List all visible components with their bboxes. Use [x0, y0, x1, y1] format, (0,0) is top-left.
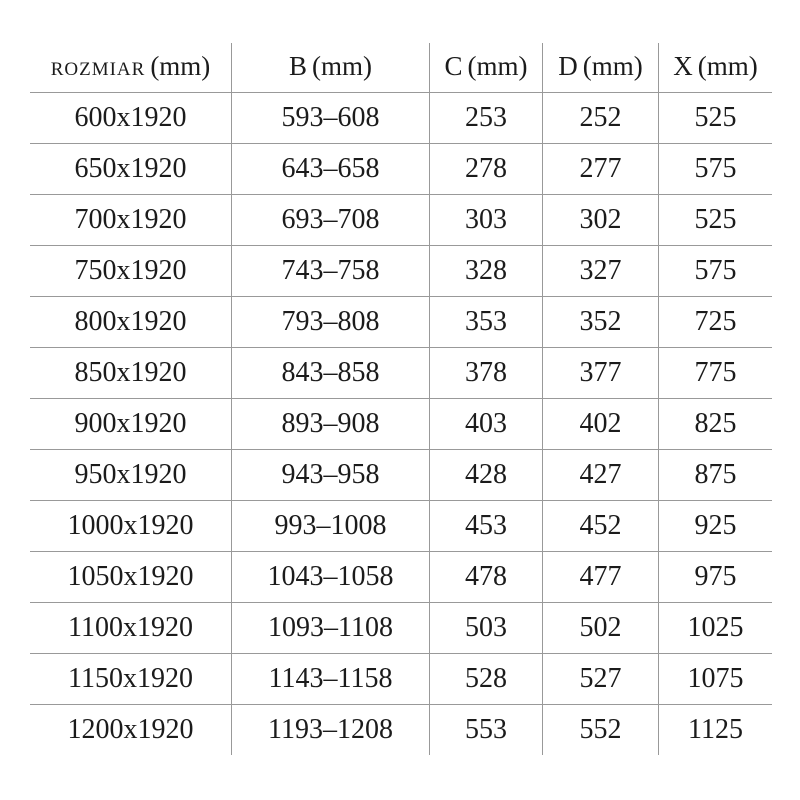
- table-cell: 403: [430, 398, 543, 449]
- table-cell: 552: [543, 704, 659, 755]
- table-cell: 327: [543, 245, 659, 296]
- table-cell: 750x1920: [30, 245, 232, 296]
- table-cell: 1025: [659, 602, 772, 653]
- table-cell: 593–608: [232, 92, 430, 143]
- table-cell: 328: [430, 245, 543, 296]
- column-name: X: [673, 51, 693, 81]
- table-cell: 428: [430, 449, 543, 500]
- table-cell: 993–1008: [232, 500, 430, 551]
- table-cell: 793–808: [232, 296, 430, 347]
- table-cell: 925: [659, 500, 772, 551]
- table-cell: 477: [543, 551, 659, 602]
- table-cell: 843–858: [232, 347, 430, 398]
- table-cell: 525: [659, 194, 772, 245]
- table-cell: 950x1920: [30, 449, 232, 500]
- table-cell: 253: [430, 92, 543, 143]
- column-header-x: X (mm): [659, 43, 772, 92]
- table-cell: 725: [659, 296, 772, 347]
- column-name: ROZMIAR: [50, 59, 146, 80]
- column-unit: (mm): [467, 51, 528, 81]
- table-cell: 502: [543, 602, 659, 653]
- table-cell: 1043–1058: [232, 551, 430, 602]
- table-cell: 278: [430, 143, 543, 194]
- table-cell: 875: [659, 449, 772, 500]
- table-cell: 378: [430, 347, 543, 398]
- table-cell: 352: [543, 296, 659, 347]
- table-cell: 775: [659, 347, 772, 398]
- table-cell: 1050x1920: [30, 551, 232, 602]
- table-cell: 693–708: [232, 194, 430, 245]
- table-cell: 277: [543, 143, 659, 194]
- table-cell: 1200x1920: [30, 704, 232, 755]
- table-cell: 943–958: [232, 449, 430, 500]
- table-cell: 303: [430, 194, 543, 245]
- table-cell: 453: [430, 500, 543, 551]
- table-cell: 850x1920: [30, 347, 232, 398]
- table-cell: 302: [543, 194, 659, 245]
- table-cell: 825: [659, 398, 772, 449]
- table-cell: 528: [430, 653, 543, 704]
- table-cell: 525: [659, 92, 772, 143]
- column-unit: (mm): [697, 51, 758, 81]
- table-cell: 1100x1920: [30, 602, 232, 653]
- size-table-wrap: ROZMIAR (mm) B (mm) C (mm) D (mm) X (mm) 600x…: [30, 43, 772, 755]
- size-table: ROZMIAR (mm) B (mm) C (mm) D (mm) X (mm) 600x…: [30, 43, 772, 755]
- column-name: B: [288, 51, 307, 81]
- table-cell: 252: [543, 92, 659, 143]
- table-cell: 527: [543, 653, 659, 704]
- table-cell: 800x1920: [30, 296, 232, 347]
- table-cell: 402: [543, 398, 659, 449]
- table-cell: 1193–1208: [232, 704, 430, 755]
- column-name: C: [444, 51, 463, 81]
- table-cell: 1143–1158: [232, 653, 430, 704]
- column-header-d: D (mm): [543, 43, 659, 92]
- column-name: D: [558, 51, 578, 81]
- table-cell: 1075: [659, 653, 772, 704]
- table-cell: 553: [430, 704, 543, 755]
- table-cell: 743–758: [232, 245, 430, 296]
- table-cell: 377: [543, 347, 659, 398]
- table-cell: 975: [659, 551, 772, 602]
- table-cell: 650x1920: [30, 143, 232, 194]
- table-cell: 643–658: [232, 143, 430, 194]
- table-cell: 1125: [659, 704, 772, 755]
- column-header-rozmiar: ROZMIAR (mm): [30, 43, 232, 92]
- table-cell: 1150x1920: [30, 653, 232, 704]
- table-cell: 478: [430, 551, 543, 602]
- table-cell: 893–908: [232, 398, 430, 449]
- table-cell: 1093–1108: [232, 602, 430, 653]
- table-cell: 900x1920: [30, 398, 232, 449]
- table-cell: 700x1920: [30, 194, 232, 245]
- column-unit: (mm): [150, 51, 211, 81]
- column-header-c: C (mm): [430, 43, 543, 92]
- table-cell: 1000x1920: [30, 500, 232, 551]
- table-cell: 427: [543, 449, 659, 500]
- table-cell: 575: [659, 143, 772, 194]
- column-unit: (mm): [582, 51, 643, 81]
- table-cell: 600x1920: [30, 92, 232, 143]
- column-unit: (mm): [312, 51, 372, 81]
- table-cell: 503: [430, 602, 543, 653]
- column-header-b: B (mm): [232, 43, 430, 92]
- table-cell: 353: [430, 296, 543, 347]
- table-cell: 575: [659, 245, 772, 296]
- table-cell: 452: [543, 500, 659, 551]
